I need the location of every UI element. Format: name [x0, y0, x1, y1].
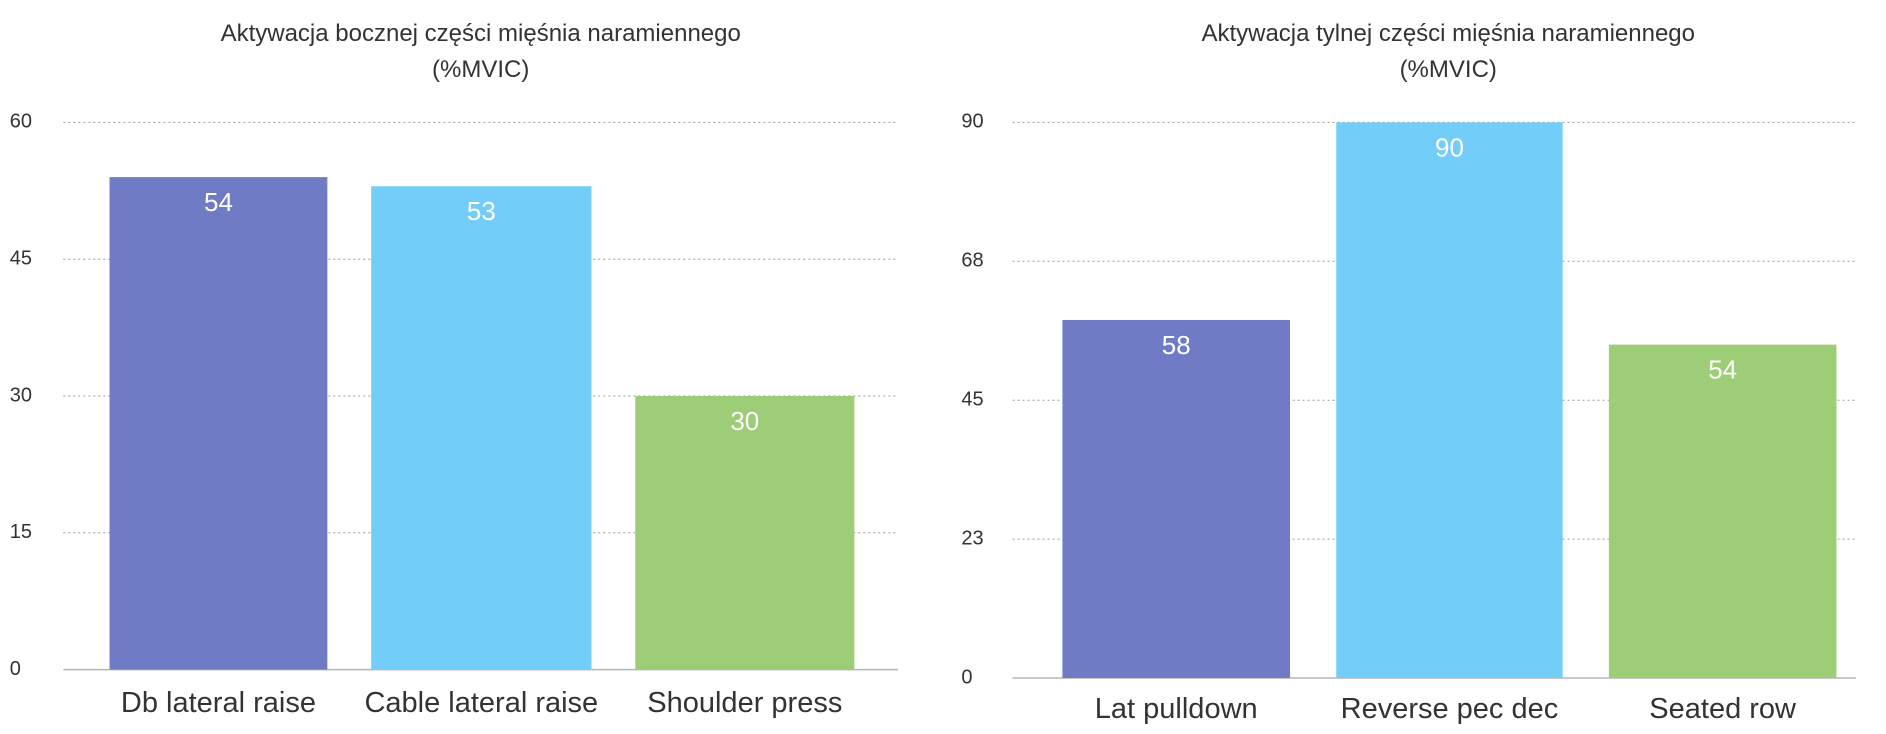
y-tick-label: 45 — [961, 388, 983, 410]
bar — [1336, 122, 1563, 678]
bar — [371, 186, 592, 670]
y-tick-label: 45 — [10, 247, 32, 269]
x-tick-label: Shoulder press — [647, 687, 842, 719]
bar — [1062, 319, 1291, 678]
value-label: 54 — [204, 187, 233, 217]
chart-title: Aktywacja bocznej części mięśnia naramie… — [221, 20, 741, 47]
y-tick-label: 23 — [961, 527, 983, 549]
x-tick-label: Lat pulldown — [1095, 693, 1258, 725]
chart-title: (%MVIC) — [432, 56, 529, 83]
x-tick-label: Reverse pec dec — [1341, 693, 1559, 725]
y-tick-label: 15 — [10, 521, 32, 543]
bar — [1608, 344, 1837, 678]
y-tick-label: 30 — [10, 384, 32, 406]
y-tick-label: 0 — [961, 666, 972, 688]
value-label: 30 — [730, 406, 759, 436]
chart-title: Aktywacja tylnej części mięśnia naramien… — [1201, 20, 1695, 47]
y-tick-label: 60 — [10, 111, 32, 133]
x-tick-label: Db lateral raise — [121, 687, 316, 719]
y-tick-label: 90 — [961, 111, 983, 133]
value-label: 90 — [1435, 132, 1464, 162]
x-tick-label: Seated row — [1649, 693, 1797, 725]
bar — [109, 177, 328, 670]
chart-title: (%MVIC) — [1400, 56, 1497, 83]
bar — [635, 396, 855, 670]
y-tick-label: 0 — [10, 658, 21, 680]
y-tick-label: 68 — [961, 250, 983, 272]
value-label: 54 — [1708, 355, 1737, 385]
value-label: 53 — [467, 196, 496, 226]
x-tick-label: Cable lateral raise — [364, 687, 598, 719]
value-label: 58 — [1162, 330, 1191, 360]
